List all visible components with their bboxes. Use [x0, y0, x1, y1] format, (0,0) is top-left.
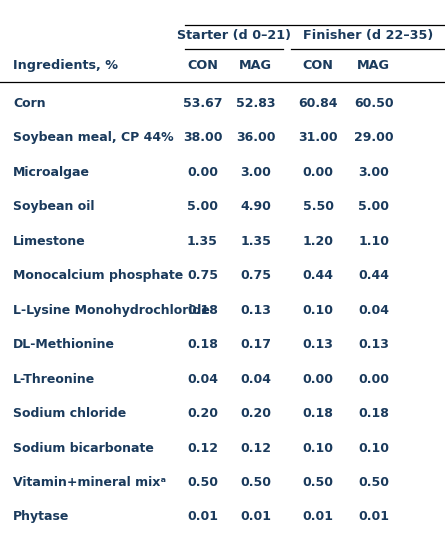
Text: 0.10: 0.10: [358, 441, 389, 455]
Text: 5.00: 5.00: [187, 200, 218, 213]
Text: 0.17: 0.17: [240, 338, 271, 351]
Text: Phytase: Phytase: [13, 510, 70, 523]
Text: 5.50: 5.50: [303, 200, 334, 213]
Text: 0.00: 0.00: [358, 373, 389, 386]
Text: 5.00: 5.00: [358, 200, 389, 213]
Text: CON: CON: [303, 59, 334, 72]
Text: 0.01: 0.01: [187, 510, 218, 523]
Text: 53.67: 53.67: [183, 97, 222, 110]
Text: 0.00: 0.00: [187, 166, 218, 179]
Text: 0.50: 0.50: [240, 476, 271, 489]
Text: 0.20: 0.20: [187, 407, 218, 420]
Text: MAG: MAG: [239, 59, 272, 72]
Text: 0.04: 0.04: [358, 304, 389, 317]
Text: 60.84: 60.84: [299, 97, 338, 110]
Text: 31.00: 31.00: [298, 131, 338, 144]
Text: Sodium bicarbonate: Sodium bicarbonate: [13, 441, 154, 455]
Text: 0.12: 0.12: [240, 441, 271, 455]
Text: 0.13: 0.13: [358, 338, 389, 351]
Text: L-Lysine Monohydrochloride: L-Lysine Monohydrochloride: [13, 304, 210, 317]
Text: 1.35: 1.35: [240, 235, 271, 248]
Text: Starter (d 0–21): Starter (d 0–21): [177, 29, 291, 42]
Text: 0.44: 0.44: [358, 269, 389, 282]
Text: Soybean oil: Soybean oil: [13, 200, 95, 213]
Text: 0.18: 0.18: [187, 338, 218, 351]
Text: Vitamin+mineral mixᵃ: Vitamin+mineral mixᵃ: [13, 476, 166, 489]
Text: 52.83: 52.83: [236, 97, 275, 110]
Text: 3.00: 3.00: [358, 166, 389, 179]
Text: 60.50: 60.50: [354, 97, 394, 110]
Text: 0.44: 0.44: [303, 269, 334, 282]
Text: 0.20: 0.20: [240, 407, 271, 420]
Text: L-Threonine: L-Threonine: [13, 373, 96, 386]
Text: 0.13: 0.13: [303, 338, 334, 351]
Text: Limestone: Limestone: [13, 235, 86, 248]
Text: 0.75: 0.75: [187, 269, 218, 282]
Text: Monocalcium phosphate: Monocalcium phosphate: [13, 269, 184, 282]
Text: 0.18: 0.18: [358, 407, 389, 420]
Text: 0.12: 0.12: [187, 441, 218, 455]
Text: DL-Methionine: DL-Methionine: [13, 338, 115, 351]
Text: Soybean meal, CP 44%: Soybean meal, CP 44%: [13, 131, 174, 144]
Text: 0.04: 0.04: [240, 373, 271, 386]
Text: 0.13: 0.13: [240, 304, 271, 317]
Text: 0.50: 0.50: [303, 476, 334, 489]
Text: 29.00: 29.00: [354, 131, 394, 144]
Text: 0.10: 0.10: [303, 304, 334, 317]
Text: 0.18: 0.18: [187, 304, 218, 317]
Text: 1.35: 1.35: [187, 235, 218, 248]
Text: 1.20: 1.20: [303, 235, 334, 248]
Text: 0.75: 0.75: [240, 269, 271, 282]
Text: MAG: MAG: [357, 59, 390, 72]
Text: 0.50: 0.50: [187, 476, 218, 489]
Text: Microalgae: Microalgae: [13, 166, 90, 179]
Text: 0.01: 0.01: [358, 510, 389, 523]
Text: 3.00: 3.00: [240, 166, 271, 179]
Text: 4.90: 4.90: [240, 200, 271, 213]
Text: Finisher (d 22–35): Finisher (d 22–35): [303, 29, 433, 42]
Text: CON: CON: [187, 59, 218, 72]
Text: 0.01: 0.01: [240, 510, 271, 523]
Text: Corn: Corn: [13, 97, 46, 110]
Text: 0.01: 0.01: [303, 510, 334, 523]
Text: 0.00: 0.00: [303, 166, 334, 179]
Text: Sodium chloride: Sodium chloride: [13, 407, 126, 420]
Text: 38.00: 38.00: [183, 131, 222, 144]
Text: 0.04: 0.04: [187, 373, 218, 386]
Text: 36.00: 36.00: [236, 131, 275, 144]
Text: 0.10: 0.10: [303, 441, 334, 455]
Text: 0.18: 0.18: [303, 407, 334, 420]
Text: 0.00: 0.00: [303, 373, 334, 386]
Text: Ingredients, %: Ingredients, %: [13, 59, 118, 72]
Text: 1.10: 1.10: [358, 235, 389, 248]
Text: 0.50: 0.50: [358, 476, 389, 489]
